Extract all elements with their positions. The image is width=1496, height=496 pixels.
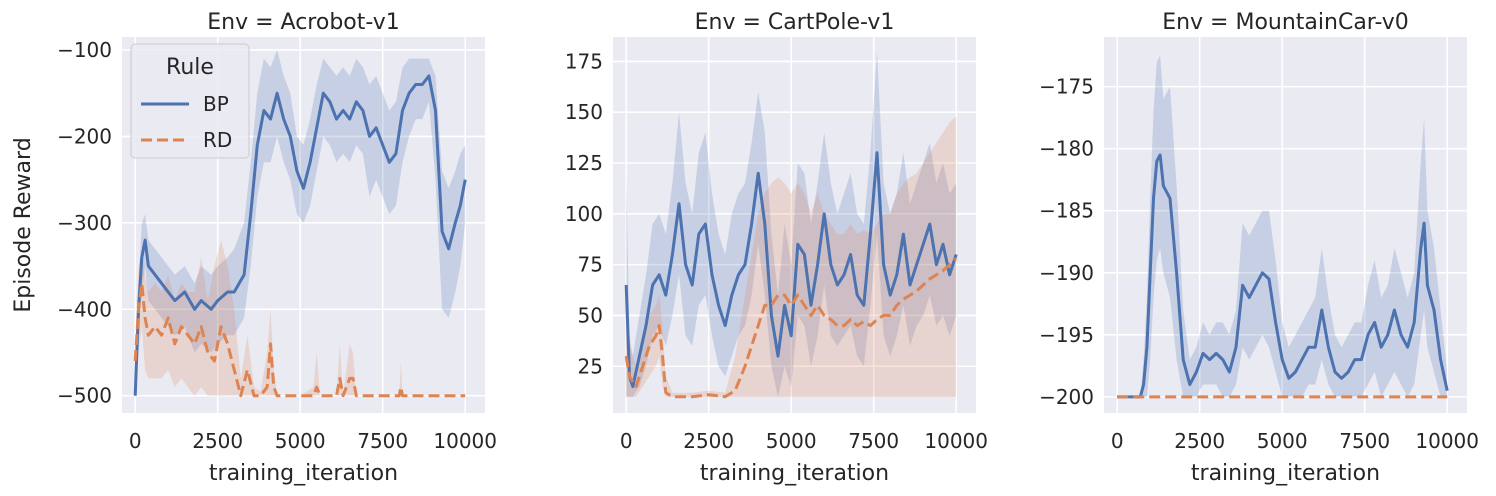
y-tick-labels: 25 50 75 100 125 150 175 <box>565 49 603 378</box>
y-tick-label: −400 <box>57 297 112 321</box>
panel-cartpole: 0 2500 5000 7500 10000 25 50 75 100 125 150 175 En… <box>565 10 988 486</box>
y-tick-label: −180 <box>1039 137 1094 161</box>
y-tick-label: −190 <box>1039 261 1094 285</box>
x-tick-label: 10000 <box>433 429 497 453</box>
x-tick-label: 10000 <box>1415 429 1479 453</box>
y-tick-label: 125 <box>565 151 603 175</box>
line-bp <box>1117 153 1449 399</box>
y-tick-label: −200 <box>1039 385 1094 409</box>
line-bp <box>133 74 467 396</box>
band-bp <box>135 50 466 400</box>
grid-lines <box>613 37 976 413</box>
legend-label-rd: RD <box>203 128 232 152</box>
y-tick-label: 25 <box>578 354 603 378</box>
legend-label-bp: BP <box>203 92 229 116</box>
y-tick-label: −200 <box>57 124 112 148</box>
line-bp <box>624 151 958 389</box>
y-tick-labels: −500 −400 −300 −200 −100 <box>57 38 112 408</box>
panel-acrobot: 0 2500 5000 7500 10000 −500−400−300−200−100 … <box>11 10 497 486</box>
y-tick-label: 75 <box>578 253 603 277</box>
grid-lines <box>1104 37 1467 413</box>
x-axis-label: training_iteration <box>209 461 398 486</box>
panel-title: Env = CartPole-v1 <box>695 10 895 35</box>
plot-area <box>1104 37 1467 413</box>
y-tick-label: 50 <box>578 303 603 327</box>
x-tick-label: 5000 <box>1257 429 1308 453</box>
x-axis-label: training_iteration <box>700 461 889 486</box>
confidence-bands <box>626 51 957 397</box>
series-lines <box>624 151 958 399</box>
y-tick-label: −185 <box>1039 199 1094 223</box>
y-tick-label: 175 <box>565 49 603 73</box>
series-lines <box>1117 153 1449 399</box>
x-tick-labels: 0 2500 5000 7500 10000 <box>129 429 497 453</box>
band-bp <box>1117 55 1448 397</box>
y-tick-label: −100 <box>57 38 112 62</box>
x-tick-label: 2500 <box>683 429 734 453</box>
y-tick-label: −175 <box>1039 75 1094 99</box>
x-tick-label: 5000 <box>275 429 326 453</box>
y-tick-labels: −200 −195 −190 −185 −180 −175 <box>1039 75 1094 409</box>
x-axis-label: training_iteration <box>1191 461 1380 486</box>
x-tick-label: 2500 <box>192 429 243 453</box>
y-tick-label: 150 <box>565 100 603 124</box>
legend: Rule BP RD <box>130 43 250 159</box>
y-axis-label: Episode Reward <box>11 137 36 312</box>
x-tick-label: 2500 <box>1174 429 1225 453</box>
x-tick-label: 0 <box>1111 429 1124 453</box>
panel-title: Env = Acrobot-v1 <box>207 10 399 35</box>
x-tick-label: 0 <box>620 429 633 453</box>
confidence-bands <box>135 50 466 400</box>
legend-box <box>130 43 250 159</box>
x-tick-label: 10000 <box>924 429 988 453</box>
y-tick-label: −195 <box>1039 323 1094 347</box>
y-tick-label: −500 <box>57 384 112 408</box>
panel-title: Env = MountainCar-v0 <box>1162 10 1409 35</box>
confidence-bands <box>1117 55 1448 397</box>
band-rd <box>135 240 466 396</box>
x-tick-label: 5000 <box>766 429 817 453</box>
line-rd <box>624 257 958 399</box>
x-tick-label: 7500 <box>1339 429 1390 453</box>
x-tick-label: 7500 <box>357 429 408 453</box>
line-rd <box>133 281 466 398</box>
panel-mountaincar: 0 2500 5000 7500 10000 −200−195−190−185−180−… <box>1039 10 1479 486</box>
x-tick-label: 0 <box>129 429 142 453</box>
x-tick-labels: 0 2500 5000 7500 10000 <box>620 429 988 453</box>
y-tick-label: −300 <box>57 211 112 235</box>
x-tick-labels: 0 2500 5000 7500 10000 <box>1111 429 1479 453</box>
plot-area <box>613 37 976 413</box>
band-rd <box>626 116 957 397</box>
series-lines <box>133 74 467 398</box>
band-bp <box>626 51 957 397</box>
y-tick-label: 100 <box>565 202 603 226</box>
x-tick-label: 7500 <box>848 429 899 453</box>
legend-title: Rule <box>166 55 214 80</box>
